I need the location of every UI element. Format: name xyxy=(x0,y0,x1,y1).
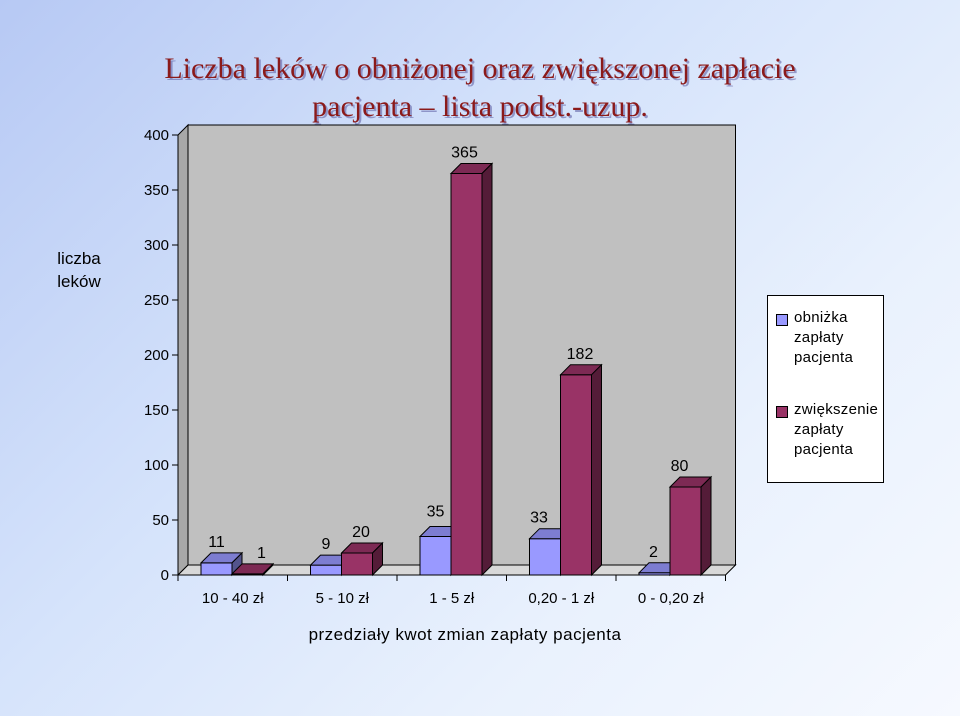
bar-value-label: 2 xyxy=(649,544,658,561)
bar-front xyxy=(419,536,452,576)
x-tick-label: 10 - 40 zł xyxy=(202,590,264,607)
y-tick-label: 200 xyxy=(144,347,169,364)
bar-value-label: 80 xyxy=(671,458,689,475)
bar-value-label: 182 xyxy=(567,346,594,363)
x-axis-label: przedziały kwot zmian zapłaty pacjenta xyxy=(308,625,622,644)
bar-value-label: 35 xyxy=(427,504,445,521)
page-title: Liczba leków o obniżonej oraz zwiększone… xyxy=(0,50,960,126)
bar-front xyxy=(529,538,561,576)
bar-value-label: 365 xyxy=(451,145,478,162)
y-tick-label: 350 xyxy=(144,182,169,199)
legend-label-obnizka: obniżka zapłaty pacjenta xyxy=(794,309,854,366)
bar-side xyxy=(481,162,493,577)
bar-side xyxy=(700,475,712,577)
bar-front xyxy=(560,374,592,576)
bar-front xyxy=(450,173,483,576)
legend-label-zwiekszenie: zwiększenie zapłaty pacjenta xyxy=(794,401,879,458)
bar-value-label: 1 xyxy=(257,545,266,562)
y-tick-label: 50 xyxy=(152,512,169,529)
bar-front xyxy=(669,486,702,576)
bar-value-label: 11 xyxy=(208,534,225,551)
bar-value-label: 33 xyxy=(530,510,548,527)
bar-side xyxy=(591,363,602,577)
x-tick-label: 1 - 5 zł xyxy=(429,590,475,607)
legend-swatch-obnizka xyxy=(776,314,788,326)
y-tick-label: 0 xyxy=(161,567,169,584)
bar-side xyxy=(262,562,274,577)
y-tick-label: 400 xyxy=(144,127,169,144)
y-tick-label: 300 xyxy=(144,237,169,254)
title-line-2: pacjenta – lista podst.-uzup. xyxy=(312,90,648,123)
bar-front xyxy=(200,562,233,576)
bar-side xyxy=(372,541,383,577)
y-tick-label: 250 xyxy=(144,292,169,309)
x-tick-label: 5 - 10 zł xyxy=(316,590,370,607)
bar-value-label: 20 xyxy=(352,524,370,541)
y-tick-label: 100 xyxy=(144,457,169,474)
chart-legend: obniżka zapłaty pacjenta zwiększenie zap… xyxy=(767,295,884,483)
x-tick-label: 0,20 - 1 zł xyxy=(528,590,595,607)
legend-swatch-zwiekszenie xyxy=(776,406,788,418)
y-tick-label: 150 xyxy=(144,402,169,419)
title-line-1: Liczba leków o obniżonej oraz zwiększone… xyxy=(164,52,796,85)
bar-value-label: 9 xyxy=(322,536,331,553)
x-tick-label: 0 - 0,20 zł xyxy=(638,590,705,607)
bar-front xyxy=(310,564,342,576)
plot-side-wall xyxy=(177,123,189,577)
y-axis-label: liczba leków xyxy=(57,249,101,291)
bar-front xyxy=(341,552,373,576)
